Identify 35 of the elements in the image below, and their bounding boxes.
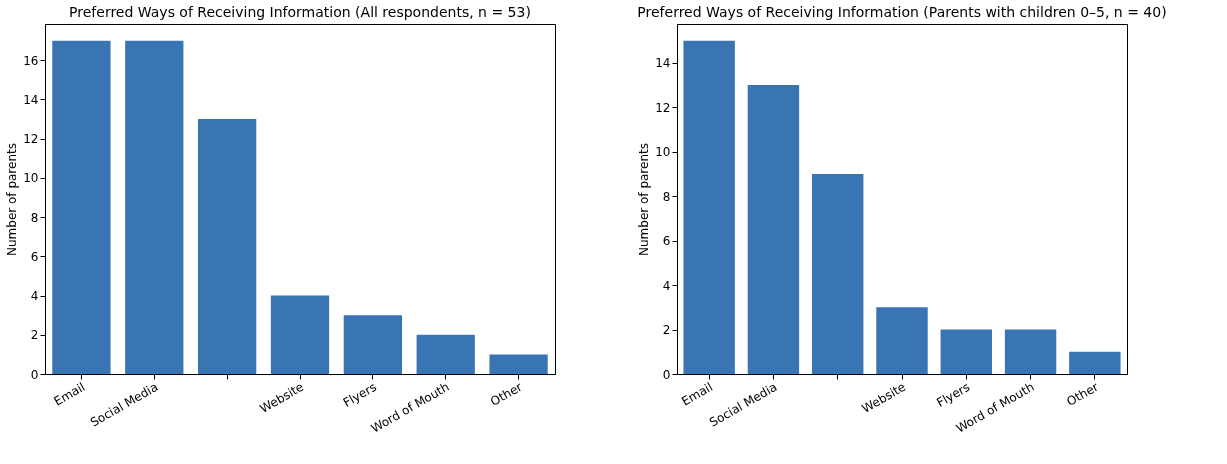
chart-title: Preferred Ways of Receiving Information (All respondents, n = 53)	[69, 4, 531, 20]
y-tick-label: 8	[30, 210, 39, 225]
y-tick-label: 2	[662, 323, 671, 338]
bar	[270, 295, 330, 374]
bar	[125, 40, 184, 374]
y-tick-label: 10	[655, 145, 671, 160]
bar	[1004, 329, 1057, 374]
bar	[812, 174, 864, 374]
bar	[876, 307, 928, 374]
y-tick-label: 6	[30, 249, 39, 264]
bar	[683, 40, 735, 374]
y-axis-title: Number of parents	[5, 143, 20, 256]
bar	[343, 315, 402, 374]
y-tick-label: 2	[30, 328, 39, 343]
y-tick-label: 8	[662, 189, 671, 204]
y-tick-label: 14	[23, 92, 39, 107]
chart-title: Preferred Ways of Receiving Information (Parents with children 0–5, n = 40)	[637, 4, 1167, 20]
y-tick-label: 12	[23, 132, 39, 147]
y-tick-label: 16	[23, 53, 39, 68]
bar	[489, 354, 548, 374]
y-tick-label: 6	[662, 234, 671, 249]
y-tick-label: 12	[655, 100, 671, 115]
y-tick-label: 14	[655, 56, 671, 71]
bar	[198, 119, 257, 374]
bar	[416, 334, 475, 374]
y-axis-title: Number of parents	[637, 143, 652, 256]
bar	[1069, 351, 1121, 374]
bar	[940, 329, 992, 374]
y-tick-label: 10	[23, 171, 39, 186]
y-tick-label: 4	[30, 289, 39, 304]
y-tick-label: 4	[662, 278, 671, 293]
bar	[52, 40, 111, 374]
y-tick-label: 0	[30, 367, 39, 382]
bar	[747, 85, 800, 374]
y-tick-label: 0	[662, 367, 671, 382]
